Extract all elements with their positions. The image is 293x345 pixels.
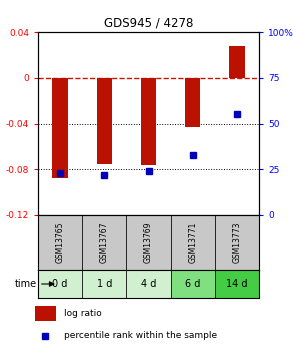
Text: GSM13771: GSM13771 — [188, 222, 197, 263]
Bar — [215, 215, 259, 270]
Bar — [38, 215, 82, 270]
Text: percentile rank within the sample: percentile rank within the sample — [64, 331, 218, 340]
Text: log ratio: log ratio — [64, 308, 102, 318]
Text: 4 d: 4 d — [141, 279, 156, 289]
Title: GDS945 / 4278: GDS945 / 4278 — [104, 17, 193, 29]
Text: 14 d: 14 d — [226, 279, 248, 289]
Bar — [185, 78, 200, 127]
Bar — [171, 270, 215, 298]
Text: 0 d: 0 d — [52, 279, 68, 289]
Bar — [82, 270, 126, 298]
Text: GSM13765: GSM13765 — [56, 222, 64, 263]
Bar — [35, 306, 56, 321]
Bar — [52, 78, 68, 178]
Bar — [229, 46, 245, 78]
Bar — [171, 215, 215, 270]
Bar — [215, 270, 259, 298]
Text: 1 d: 1 d — [97, 279, 112, 289]
Text: GSM13769: GSM13769 — [144, 222, 153, 263]
Text: GSM13767: GSM13767 — [100, 222, 109, 263]
Bar — [141, 78, 156, 165]
Bar — [82, 215, 126, 270]
Bar — [38, 270, 82, 298]
Bar — [126, 270, 171, 298]
Bar — [126, 215, 171, 270]
Text: time: time — [15, 279, 37, 289]
Bar — [97, 78, 112, 164]
Text: GSM13773: GSM13773 — [232, 222, 241, 263]
Text: 6 d: 6 d — [185, 279, 200, 289]
